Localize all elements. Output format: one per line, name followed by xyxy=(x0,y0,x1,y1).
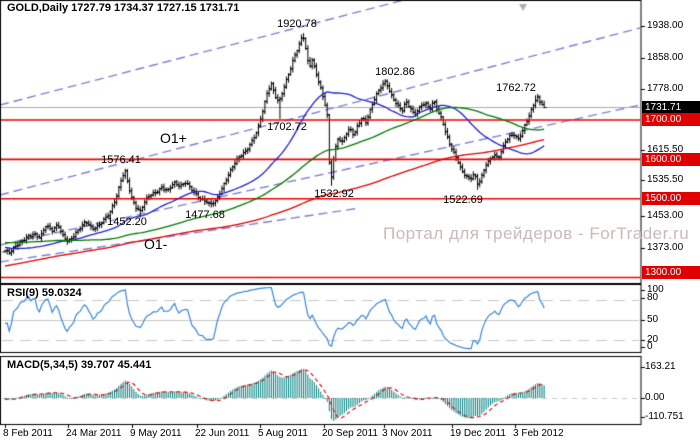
watermark: Портал для трейдеров - ForTrader.ru xyxy=(383,224,690,243)
price-axis-label: 1535.50 xyxy=(647,174,684,185)
price-axis-label: 1615.50 xyxy=(647,144,684,155)
price-axis-label: 1778.00 xyxy=(647,83,684,94)
price-axis-label: 1373.00 xyxy=(647,242,684,253)
swing-price-label: 1702.72 xyxy=(267,121,307,133)
price-level-badge: 1300.00 xyxy=(642,266,700,279)
date-axis-label: 8 Feb 2011 xyxy=(3,428,53,439)
price-axis-label: 1858.00 xyxy=(647,52,684,63)
date-axis-label: 5 Aug 2011 xyxy=(258,428,308,439)
date-axis-label: 19 Dec 2011 xyxy=(450,428,506,439)
date-axis-label: 22 Jun 2011 xyxy=(195,428,250,439)
channel-label-upper: O1+ xyxy=(160,130,187,146)
macd-axis-label: 163.21 xyxy=(645,361,676,372)
rsi-axis-label: 20 xyxy=(647,334,659,345)
swing-price-label: 1762.72 xyxy=(496,82,536,94)
swing-price-label: 1920.78 xyxy=(277,18,317,30)
rsi-indicator-label: RSI(9) 59.0324 xyxy=(7,287,82,299)
date-axis-label: 9 May 2011 xyxy=(130,428,182,439)
rsi-axis-label: 0 xyxy=(647,341,653,352)
price-axis-label: 1938.00 xyxy=(647,20,684,31)
price-level-badge: 1600.00 xyxy=(642,153,700,166)
rsi-axis-label: 100 xyxy=(647,284,664,295)
date-axis-label: 24 Mar 2011 xyxy=(66,428,122,439)
price-level-badge: 1700.00 xyxy=(642,113,700,126)
chart-title: GOLD,Daily 1727.79 1734.37 1727.15 1731.… xyxy=(7,2,240,14)
swing-price-label: 1477.68 xyxy=(185,209,225,221)
macd-indicator-label: MACD(5,34,5) 39.707 45.441 xyxy=(7,359,152,371)
channel-label-lower: O1- xyxy=(144,236,168,252)
swing-price-label: 1576.41 xyxy=(101,154,141,166)
current-price-badge: 1731.71 xyxy=(642,101,700,114)
swing-price-label: 1452.20 xyxy=(107,216,147,228)
swing-price-label: 1522.69 xyxy=(443,194,483,206)
rsi-axis-label: 80 xyxy=(647,292,659,303)
price-axis-label: 1453.00 xyxy=(647,210,684,221)
macd-axis-label: -110.751 xyxy=(645,411,684,422)
date-axis-label: 3 Nov 2011 xyxy=(382,428,433,439)
rsi-axis-label: 50 xyxy=(647,314,659,325)
macd-axis-label: 0.00 xyxy=(645,392,665,403)
date-axis-label: 20 Sep 2011 xyxy=(322,428,378,439)
date-axis-label: 3 Feb 2012 xyxy=(513,428,564,439)
price-level-badge: 1500.00 xyxy=(642,192,700,205)
swing-price-label: 1532.92 xyxy=(314,188,354,200)
swing-price-label: 1802.86 xyxy=(375,66,415,78)
